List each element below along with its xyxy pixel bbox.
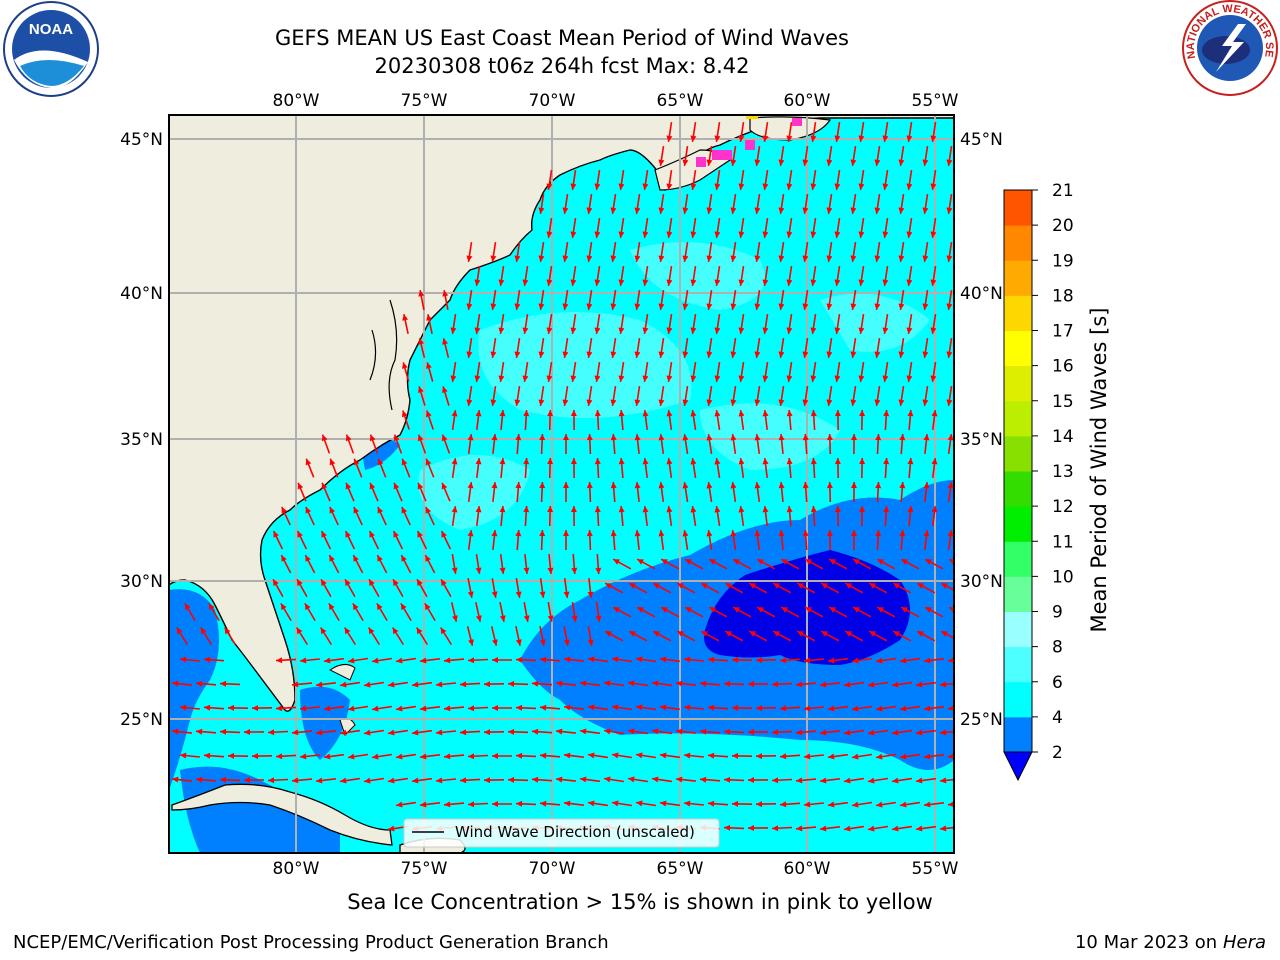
colorbar-segment	[1004, 225, 1032, 261]
chart-title: GEFS MEAN US East Coast Mean Period of W…	[275, 26, 849, 50]
colorbar-tick-label: 17	[1052, 322, 1074, 342]
lat-label: 35°N	[960, 430, 1003, 450]
colorbar-tick-label: 20	[1052, 216, 1074, 236]
lat-label: 45°N	[960, 130, 1003, 150]
lon-label: 80°W	[273, 859, 320, 879]
colorbar-segment	[1004, 646, 1032, 683]
colorbar: 2 4 6 8 9 10 11 12 13 14 15 16 17 18 19 20 21	[1003, 181, 1074, 782]
colorbar-tick-label: 15	[1052, 392, 1074, 412]
footer-date: 10 Mar 2023 on Hera	[1075, 932, 1266, 953]
colorbar-segment	[1004, 611, 1032, 648]
noaa-logo-icon: NOAA	[3, 1, 99, 97]
lon-labels-bottom: 80°W 75°W 70°W 65°W 60°W 55°W	[273, 859, 959, 879]
colorbar-segment	[1004, 400, 1032, 437]
colorbar-tick-label: 16	[1052, 357, 1074, 377]
lon-label: 70°W	[529, 859, 576, 879]
footer-date-text: 10 Mar 2023 on	[1074, 932, 1218, 953]
colorbar-tick-label: 9	[1052, 603, 1063, 623]
colorbar-tick-label: 12	[1052, 497, 1074, 517]
colorbar-segment	[1004, 541, 1032, 577]
lon-label: 55°W	[912, 91, 959, 111]
footer-credit: NCEP/EMC/Verification Post Processing Pr…	[13, 932, 609, 953]
nws-logo-icon: NATIONAL WEATHER SERVICE	[0, 0, 1278, 96]
colorbar-segment	[1004, 506, 1032, 542]
lat-label: 40°N	[960, 284, 1003, 304]
colorbar-tick-label: 8	[1052, 638, 1063, 658]
lat-label: 35°N	[120, 430, 163, 450]
lon-label: 65°W	[657, 91, 704, 111]
sea-ice-cells	[696, 118, 802, 167]
lat-labels-right: 45°N 40°N 35°N 30°N 25°N	[960, 130, 1003, 730]
map-frame	[168, 114, 955, 854]
colorbar-segment	[1004, 435, 1032, 472]
lat-labels-left: 45°N 40°N 35°N 30°N 25°N	[120, 130, 163, 730]
lon-label: 60°W	[784, 859, 831, 879]
colorbar-segment	[1004, 365, 1032, 402]
lat-label: 25°N	[120, 710, 163, 730]
lon-label: 65°W	[657, 859, 704, 879]
colorbar-tick-label: 18	[1052, 286, 1074, 306]
colorbar-segment	[1004, 681, 1032, 718]
lat-label: 25°N	[960, 710, 1003, 730]
colorbar-tick-label: 19	[1052, 251, 1074, 271]
map-area	[169, 115, 954, 853]
colorbar-label: Mean Period of Wind Waves [s]	[1087, 308, 1111, 633]
lat-label: 30°N	[960, 572, 1003, 592]
lon-label: 80°W	[273, 91, 320, 111]
land-nova-scotia	[654, 149, 731, 191]
legend-label: Wind Wave Direction (unscaled)	[455, 823, 695, 841]
footer-host: Hera	[1222, 932, 1266, 953]
colorbar-tick-label: 14	[1052, 427, 1074, 447]
colorbar-segment	[1004, 295, 1032, 331]
colorbar-segment	[1004, 190, 1032, 226]
lon-label: 60°W	[784, 91, 831, 111]
gridlines	[169, 115, 954, 853]
lon-label: 70°W	[529, 91, 576, 111]
svg-text:NOAA: NOAA	[29, 21, 73, 38]
svg-text:NATIONAL WEATHER SERVICE: NATIONAL WEATHER SERVICE	[0, 0, 1275, 60]
lon-label: 75°W	[401, 859, 448, 879]
lat-label: 45°N	[120, 130, 163, 150]
colorbar-tick-label: 4	[1052, 708, 1063, 728]
chart-subtitle: 20230308 t06z 264h fcst Max: 8.42	[374, 54, 750, 78]
lon-labels-top: 80°W 75°W 70°W 65°W 60°W 55°W	[273, 91, 959, 111]
lat-label: 40°N	[120, 284, 163, 304]
colorbar-tick-label: 11	[1052, 532, 1074, 552]
lon-label: 55°W	[912, 859, 959, 879]
colorbar-tick-label: 13	[1052, 462, 1074, 482]
colorbar-segment	[1004, 260, 1032, 296]
colorbar-segment	[1004, 330, 1032, 367]
colorbar-segment	[1004, 716, 1032, 753]
lat-label: 30°N	[120, 572, 163, 592]
colorbar-tick-label: 10	[1052, 567, 1074, 587]
colorbar-tick-label: 21	[1052, 181, 1074, 201]
colorbar-segment	[1004, 576, 1032, 612]
sea-ice-note: Sea Ice Concentration > 15% is shown in …	[347, 890, 933, 914]
lon-label: 75°W	[401, 91, 448, 111]
colorbar-tick-label: 2	[1052, 743, 1063, 763]
land-cuba	[171, 783, 393, 846]
colorbar-segment	[1004, 471, 1032, 507]
colorbar-extend	[1003, 751, 1033, 782]
colorbar-tick-label: 6	[1052, 673, 1063, 693]
map-legend: Wind Wave Direction (unscaled)	[403, 818, 720, 848]
wind-wave-arrows	[172, 121, 954, 832]
